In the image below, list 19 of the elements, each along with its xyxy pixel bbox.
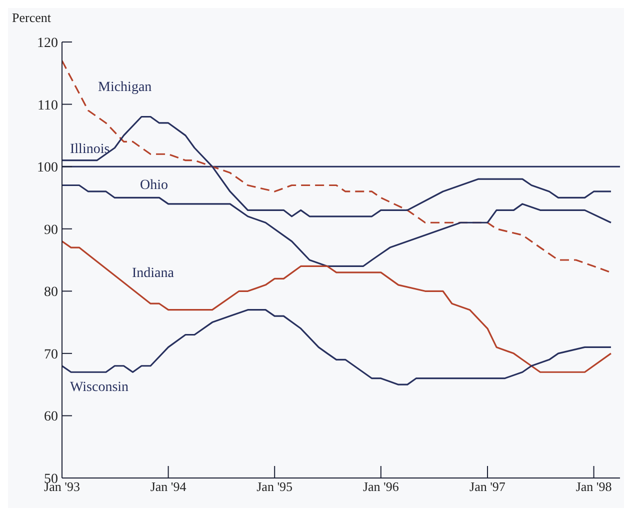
y-tick-label: 110	[38, 98, 58, 114]
x-tick-label: Jan '94	[150, 479, 187, 494]
y-tick-label: 60	[44, 410, 58, 425]
y-tick-label: 70	[44, 347, 58, 362]
x-tick-label: Jan '95	[256, 479, 293, 494]
x-tick-label: Jan '97	[470, 479, 506, 494]
y-tick-label: 90	[44, 222, 58, 238]
series-label: Michigan	[98, 80, 152, 96]
y-axis-title: Percent	[12, 10, 51, 26]
y-tick-label: 80	[44, 285, 58, 300]
x-tick-label: Jan '96	[362, 479, 400, 494]
x-tick-label: Jan '98	[576, 479, 612, 494]
series-label: Illinois	[70, 142, 110, 158]
y-tick-label: 100	[37, 160, 58, 176]
series-label: Indiana	[132, 266, 174, 282]
series-label: Ohio	[140, 178, 168, 194]
line-series	[62, 240, 612, 373]
series-label: Wisconsin	[70, 380, 129, 396]
y-tick-label: 120	[37, 36, 58, 51]
